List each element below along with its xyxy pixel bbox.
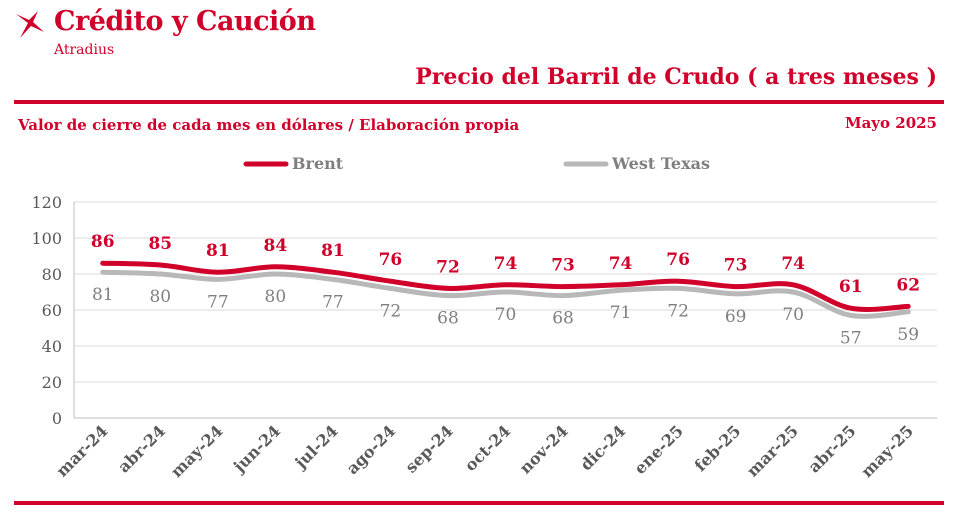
series-line-brent (100, 260, 911, 312)
data-label-brent: 81 (321, 241, 345, 261)
y-tick-label: 80 (42, 265, 62, 284)
brand-subtitle: Atradius (54, 42, 115, 58)
x-tick-label: feb-25 (691, 421, 745, 475)
chart-subtitle: Valor de cierre de cada mes en dólares /… (18, 116, 520, 134)
atradius-swirl-icon (16, 11, 44, 38)
chart-title: Precio del Barril de Crudo ( a tres mese… (415, 64, 937, 90)
data-label-brent: 76 (666, 250, 690, 270)
data-label-brent: 86 (91, 232, 115, 252)
data-label-west-texas: 72 (380, 301, 402, 321)
data-label-west-texas: 68 (552, 309, 574, 329)
x-tick-label: jul-24 (290, 421, 342, 473)
x-tick-label: sep-24 (401, 421, 456, 476)
data-label-west-texas: 80 (149, 287, 171, 307)
x-tick-label: jun-24 (228, 421, 284, 477)
legend-label-west-texas: West Texas (611, 154, 710, 173)
x-tick-label: mar-25 (743, 421, 802, 480)
data-label-brent: 76 (379, 250, 403, 270)
data-label-brent: 81 (206, 241, 230, 261)
x-tick-label: abr-25 (804, 421, 859, 476)
x-tick-label: ene-25 (630, 421, 687, 478)
y-tick-label: 60 (42, 301, 62, 320)
legend-label-brent: Brent (292, 154, 344, 173)
data-label-brent: 85 (148, 234, 172, 254)
data-label-west-texas: 68 (437, 309, 459, 329)
footer-divider (14, 501, 944, 505)
data-label-west-texas: 80 (265, 287, 287, 307)
data-label-west-texas: 69 (725, 307, 747, 327)
data-label-west-texas: 70 (782, 305, 804, 325)
y-tick-label: 120 (31, 193, 62, 212)
data-label-west-texas: 77 (322, 292, 344, 312)
y-tick-label: 20 (42, 373, 62, 392)
data-label-west-texas: 72 (667, 301, 689, 321)
x-tick-label: mar-24 (52, 421, 111, 480)
chart-date: Mayo 2025 (844, 114, 937, 132)
data-label-west-texas: 70 (495, 305, 517, 325)
data-label-brent: 73 (551, 256, 575, 276)
data-label-brent: 74 (781, 254, 805, 274)
data-label-west-texas: 71 (610, 303, 632, 323)
brand-header: Crédito y Caución (14, 6, 316, 40)
y-tick-label: 100 (31, 229, 62, 248)
data-label-brent: 84 (264, 236, 288, 256)
data-label-west-texas: 59 (897, 325, 919, 345)
data-label-brent: 73 (724, 256, 748, 276)
brand-name: Crédito y Caución (54, 6, 316, 37)
x-tick-label: ago-24 (343, 421, 400, 478)
data-label-west-texas: 57 (840, 328, 862, 348)
data-label-west-texas: 77 (207, 292, 229, 312)
series-line-west-texas (100, 269, 911, 319)
x-tick-label: dic-24 (576, 421, 629, 474)
x-tick-label: oct-24 (461, 421, 515, 475)
y-tick-label: 0 (52, 409, 62, 428)
x-tick-label: may-24 (167, 421, 227, 481)
x-tick-label: abr-24 (114, 421, 169, 476)
title-divider (14, 100, 944, 104)
y-tick-label: 40 (42, 337, 62, 356)
data-label-brent: 72 (436, 257, 460, 277)
x-tick-label: may-25 (857, 421, 917, 481)
data-label-brent: 62 (896, 275, 920, 295)
data-label-west-texas: 81 (92, 285, 114, 305)
data-label-brent: 74 (494, 254, 518, 274)
data-label-brent: 61 (839, 277, 863, 297)
x-tick-label: nov-24 (516, 421, 572, 477)
data-label-brent: 74 (609, 254, 633, 274)
